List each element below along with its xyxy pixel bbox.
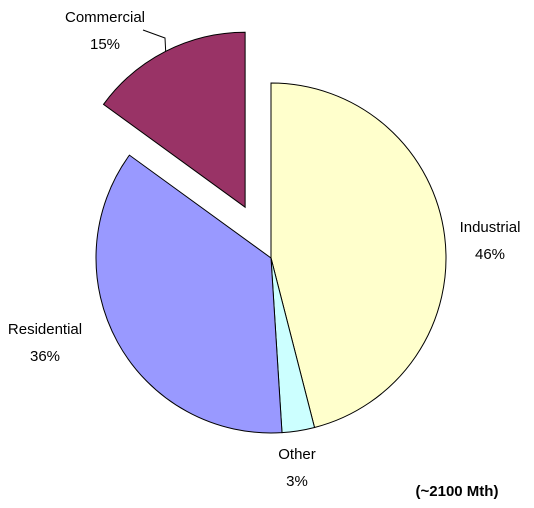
slice-label: Commercial xyxy=(65,9,145,26)
slice-value-label: 3% xyxy=(286,473,308,490)
pie-slice xyxy=(102,31,246,209)
slice-value-label: 46% xyxy=(475,246,505,263)
pie-slice xyxy=(270,82,447,429)
leader-line xyxy=(142,29,167,52)
slice-value-label: 15% xyxy=(90,36,120,53)
slice-label: Industrial xyxy=(460,219,521,236)
pie-slice xyxy=(95,154,283,434)
slice-label: Residential xyxy=(8,321,82,338)
slice-value-label: 36% xyxy=(30,348,60,365)
annotation: (~2100 Mth) xyxy=(416,483,499,500)
slice-label: Other xyxy=(278,446,316,463)
